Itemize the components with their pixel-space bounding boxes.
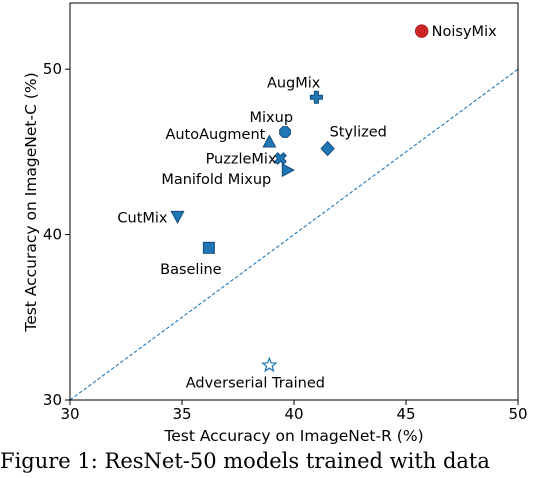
point-marker-stylized	[320, 140, 335, 157]
point-marker-mixup	[279, 126, 291, 138]
figure-caption: Figure 1: ResNet-50 models trained with …	[0, 449, 490, 473]
x-tick-label: 40	[284, 405, 303, 423]
point-label-puzzlemix: PuzzleMix	[206, 151, 277, 167]
x-tick-label: 45	[396, 405, 415, 423]
point-marker-puzzlemix	[274, 152, 287, 165]
y-tick-label: 30	[43, 391, 62, 409]
point-label-adverserial-trained: Adverserial Trained	[186, 375, 325, 391]
x-axis-label: Test Accuracy on ImageNet-R (%)	[163, 427, 423, 445]
x-tick-label: 30	[60, 405, 79, 423]
point-marker-puzzlemix-shape	[274, 152, 287, 165]
point-label-stylized: Stylized	[330, 125, 387, 141]
y-tick-label: 40	[43, 226, 62, 244]
point-label-noisymix: NoisyMix	[432, 24, 497, 40]
plot-frame	[69, 2, 519, 401]
point-label-baseline: Baseline	[160, 262, 222, 278]
scatter-chart: 30 35 40 45 50 30 40 50 NoisyMix AugMix MixupAutoA…	[22, 2, 528, 445]
point-marker-cutmix	[170, 210, 185, 224]
point-label-cutmix: CutMix	[117, 210, 168, 226]
point-marker-autoaugment	[262, 134, 277, 148]
diagonal-reference-line	[69, 68, 519, 401]
x-tick-label: 35	[172, 405, 191, 423]
y-tick-label: 50	[43, 60, 62, 78]
point-label-augmix: AugMix	[267, 75, 321, 91]
point-label-manifold-mixup: Manifold Mixup	[161, 172, 271, 188]
point-label-mixup: Mixup	[250, 110, 294, 126]
point-marker-noisymix	[414, 24, 429, 38]
point-marker-manifold-mixup	[281, 163, 295, 178]
point-marker-noisymix-inner	[418, 27, 426, 35]
point-marker-adverserial-trained	[261, 356, 278, 373]
point-label-autoaugment: AutoAugment	[165, 127, 265, 143]
point-marker-augmix	[309, 90, 323, 104]
x-tick-label: 50	[508, 405, 527, 423]
y-axis-label: Test Accuracy on ImageNet-C (%)	[22, 72, 40, 332]
point-marker-baseline	[202, 241, 215, 254]
